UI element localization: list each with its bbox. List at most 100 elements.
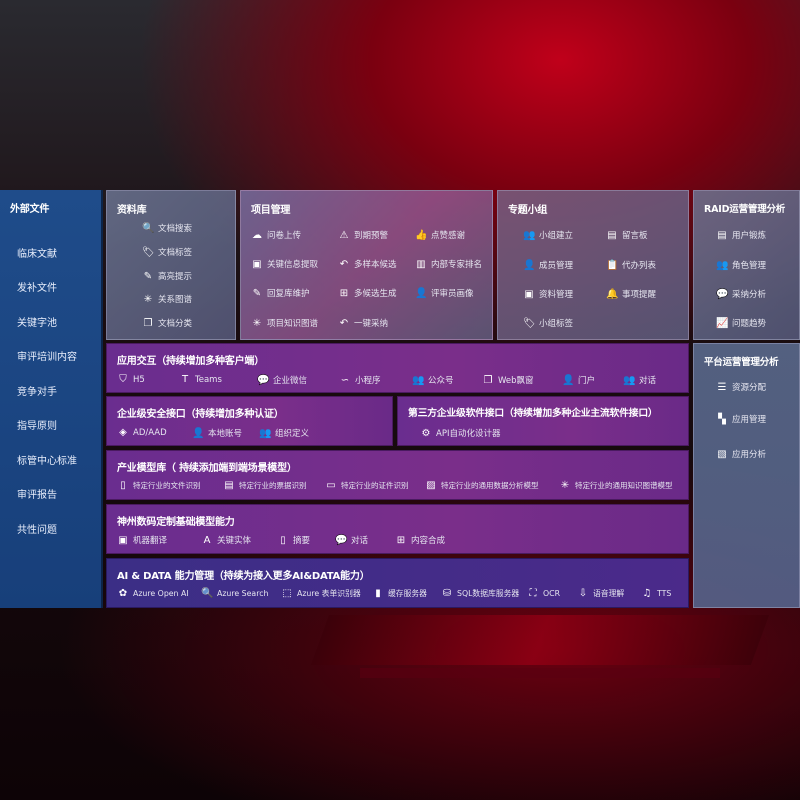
ai-item[interactable]: ▮ 缓存服务器 — [372, 588, 427, 599]
security-item[interactable]: ◈ AD/AAD — [117, 427, 167, 438]
base-item[interactable]: ▣ 机器翻译 — [117, 534, 167, 547]
external-item[interactable]: 发补文件 — [17, 283, 57, 294]
project-item[interactable]: ▣ 关键信息提取 — [251, 258, 318, 271]
item-label: 特定行业的通用知识图谱模型 — [575, 481, 673, 490]
raid-item[interactable]: 👥 角色管理 — [716, 259, 766, 272]
library-item[interactable]: 🏷 文档标签 — [142, 246, 192, 259]
receipt-icon: ▤ — [224, 480, 234, 491]
project-item[interactable]: ▥ 内部专家排名 — [415, 258, 483, 271]
ai-item[interactable]: ⛁ SQL数据库服务器 — [441, 588, 519, 599]
project-item[interactable]: ✳ 项目知识图谱 — [251, 317, 318, 330]
group-item[interactable]: 🏷 小组标签 — [523, 317, 573, 330]
panel-title: RAID运营管理分析 — [704, 204, 786, 215]
item-label: Azure Search — [217, 589, 269, 598]
ranking-icon: ▥ — [416, 258, 426, 270]
external-item[interactable]: 指导原则 — [17, 421, 57, 432]
industry-item[interactable]: ▤ 特定行业的票据识别 — [223, 480, 306, 491]
industry-item[interactable]: ▨ 特定行业的通用数据分析模型 — [425, 480, 538, 491]
ai-item[interactable]: ✿ Azure Open AI — [117, 588, 189, 599]
platform-item[interactable]: ☰ 资源分配 — [716, 381, 767, 394]
app-item[interactable]: 👥 对话 — [623, 374, 656, 387]
app-item[interactable]: 👤 门户 — [562, 374, 595, 387]
app-item[interactable]: ∽ 小程序 — [339, 374, 381, 387]
panel-title: 第三方企业级软件接口（持续增加多种企业主流软件接口） — [408, 408, 658, 419]
item-label: 多样本候选 — [354, 260, 397, 270]
industry-item[interactable]: ▯ 特定行业的文件识别 — [117, 480, 200, 491]
library-item[interactable]: 🔍 文档搜索 — [142, 222, 192, 235]
ai-item[interactable]: ⇩ 语音理解 — [577, 588, 624, 599]
app-item[interactable]: ⛉ H5 — [117, 374, 145, 385]
project-item[interactable]: ⊞ 多候选生成 — [338, 287, 397, 300]
group-item[interactable]: 🔔 事项提醒 — [606, 288, 656, 301]
external-item[interactable]: 审评报告 — [17, 490, 57, 501]
external-item[interactable]: 临床文献 — [17, 249, 57, 260]
group-item[interactable]: 📋 代办列表 — [606, 259, 656, 272]
raid-item[interactable]: 📈 问题趋势 — [716, 317, 767, 330]
app-item[interactable]: T Teams — [179, 374, 222, 385]
item-label: 问题趋势 — [732, 319, 767, 329]
industry-item[interactable]: ✳ 特定行业的通用知识图谱模型 — [559, 480, 673, 491]
project-item[interactable]: ☁ 问卷上传 — [251, 229, 302, 242]
item-label: 问卷上传 — [267, 231, 302, 241]
item-label: 高亮提示 — [158, 272, 193, 282]
project-item[interactable]: 👍 点赞感谢 — [415, 229, 465, 242]
item-label: 评审员画像 — [431, 289, 474, 299]
teams-icon: T — [181, 374, 189, 385]
library-item[interactable]: ✳ 关系图谱 — [142, 293, 192, 306]
external-item[interactable]: 竞争对手 — [17, 387, 57, 398]
gear-icon: ⚙ — [421, 427, 431, 439]
security-item[interactable]: 👥 组织定义 — [259, 427, 309, 440]
project-item[interactable]: 👤 评审员画像 — [415, 287, 474, 300]
item-label: 内部专家排名 — [431, 260, 483, 270]
platform-item[interactable]: ▚ 应用管理 — [716, 413, 766, 426]
app-item[interactable]: 💬 企业微信 — [257, 374, 307, 387]
project-panel: 项目管理 ☁ 问卷上传 ⚠ 到期预警 👍 点赞感谢 ▣ 关键信息提取 ↶ 多样本候选 ▥ 内… — [240, 190, 493, 340]
library-item[interactable]: ❐ 文档分类 — [142, 317, 193, 330]
folder-icon: ▣ — [524, 288, 534, 300]
project-item[interactable]: ↶ 多样本候选 — [338, 258, 397, 271]
external-files-panel: 外部文件 临床文献 发补文件 关键字池 审评培训内容 竞争对手 指导原则 标管中… — [0, 190, 103, 608]
graph-icon: ✳ — [143, 293, 153, 305]
security-item[interactable]: 👤 本地账号 — [192, 427, 242, 440]
industry-item[interactable]: ▭ 特定行业的证件识别 — [325, 480, 408, 491]
project-item[interactable]: ✎ 回复库维护 — [251, 287, 310, 300]
ai-item[interactable]: ♫ TTS — [641, 588, 672, 599]
item-label: OCR — [543, 589, 560, 598]
app-item[interactable]: 👥 公众号 — [412, 374, 454, 387]
translate-icon: ▣ — [118, 534, 128, 546]
cache-icon: ▮ — [375, 588, 381, 599]
base-item[interactable]: 💬 对话 — [335, 534, 368, 547]
app-item[interactable]: ❐ Web飘窗 — [482, 374, 534, 387]
ocr-icon: ⛶ — [529, 588, 537, 599]
raid-item[interactable]: ▤ 用户锻炼 — [716, 229, 766, 242]
item-label: 文档分类 — [158, 319, 193, 329]
base-item[interactable]: ▯ 摘要 — [277, 534, 310, 547]
item-label: 多候选生成 — [354, 289, 397, 299]
ai-item[interactable]: ⛶ OCR — [527, 588, 561, 599]
external-item[interactable]: 共性问题 — [17, 525, 57, 536]
thirdparty-item[interactable]: ⚙ API自动化设计器 — [420, 427, 501, 440]
group-item[interactable]: ▣ 资料管理 — [523, 288, 573, 301]
group-item[interactable]: 👥 小组建立 — [523, 229, 573, 242]
external-item[interactable]: 关键字池 — [17, 318, 57, 329]
library-item[interactable]: ✎ 高亮提示 — [142, 270, 193, 283]
decorative-floor-edge — [360, 668, 720, 678]
library-panel: 资料库 🔍 文档搜索 🏷 文档标签 ✎ 高亮提示 ✳ 关系图谱 ❐ 文档分类 — [106, 190, 236, 340]
group-item[interactable]: 👤 成员管理 — [523, 259, 573, 272]
platform-item[interactable]: ▧ 应用分析 — [716, 448, 766, 461]
window-icon: ❐ — [483, 374, 493, 386]
ai-item[interactable]: ⬚ Azure 表单识别器 — [281, 588, 360, 599]
base-item[interactable]: ⊞ 内容合成 — [395, 534, 445, 547]
apps-icon: ▚ — [718, 413, 726, 425]
item-label: 公众号 — [428, 376, 454, 386]
external-item[interactable]: 标管中心标准 — [17, 456, 77, 467]
raid-item[interactable]: 💬 采纳分析 — [716, 288, 766, 301]
cloud-upload-icon: ☁ — [252, 229, 262, 241]
chat-users-icon: 👥 — [623, 374, 636, 386]
base-item[interactable]: A 关键实体 — [201, 534, 251, 547]
project-item[interactable]: ⚠ 到期预警 — [338, 229, 389, 242]
group-item[interactable]: ▤ 留言板 — [606, 229, 647, 242]
ai-item[interactable]: 🔍 Azure Search — [201, 588, 268, 599]
project-item[interactable]: ↶ 一键采纳 — [338, 317, 388, 330]
external-item[interactable]: 审评培训内容 — [17, 352, 77, 363]
